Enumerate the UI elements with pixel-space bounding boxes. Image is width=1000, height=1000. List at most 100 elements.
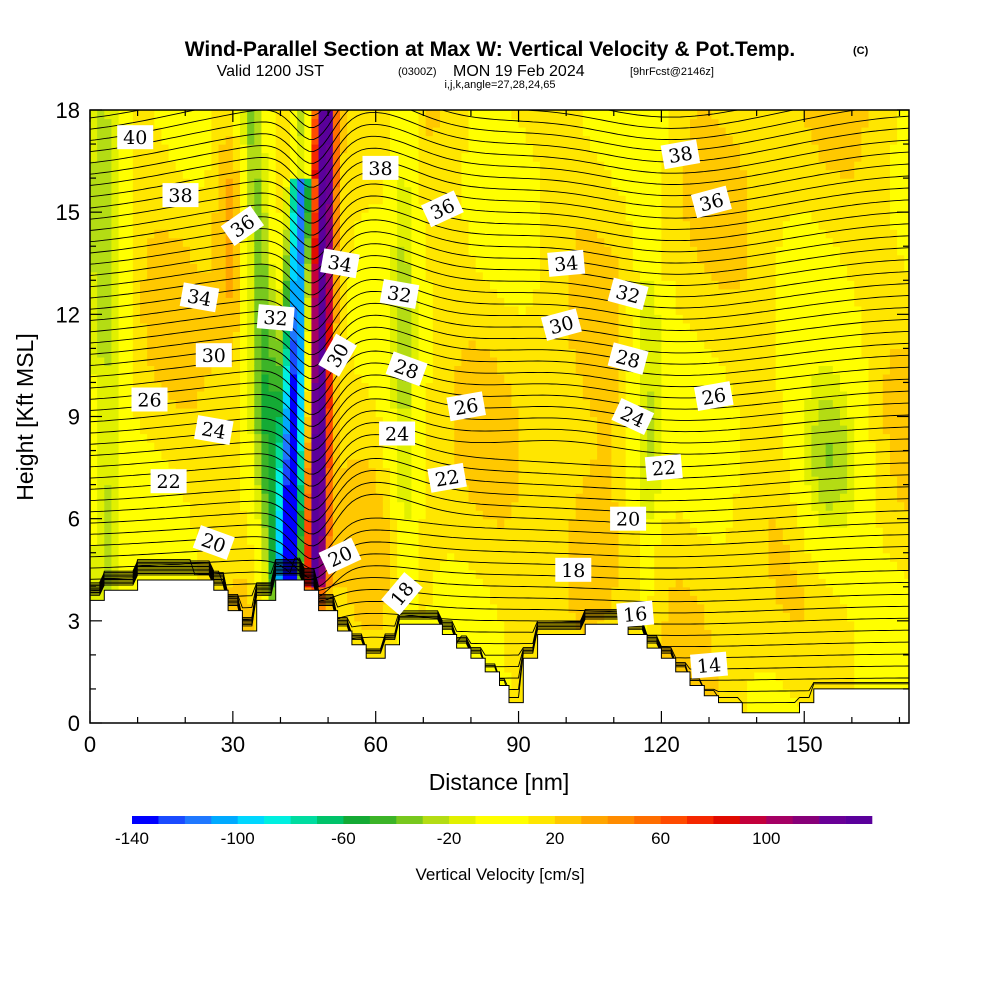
field-cell (489, 535, 498, 545)
field-cell (475, 552, 484, 562)
field-cell (404, 186, 413, 196)
field-cell (461, 271, 470, 281)
field-cell (504, 646, 512, 656)
field-cell (347, 288, 355, 298)
field-cell (318, 297, 327, 307)
field-cell (425, 314, 434, 324)
field-cell (375, 280, 384, 290)
field-cell (375, 390, 384, 401)
field-cell (282, 510, 291, 520)
field-cell (532, 127, 541, 137)
field-cell (332, 297, 341, 307)
field-cell (125, 552, 134, 562)
field-cell (354, 612, 363, 622)
field-cell (247, 382, 255, 392)
field-cell (404, 203, 413, 213)
field-cell (268, 229, 277, 239)
field-cell (382, 442, 391, 452)
field-cell (504, 373, 512, 384)
field-cell (325, 493, 334, 503)
field-cell (247, 510, 255, 520)
field-cell (182, 501, 191, 511)
field-cell (218, 169, 227, 179)
field-cell (261, 425, 270, 435)
field-cell (275, 229, 284, 239)
field-cell (104, 322, 113, 332)
field-cell (118, 297, 127, 307)
field-cell (511, 161, 520, 171)
field-cell (454, 152, 462, 162)
field-cell (297, 399, 305, 409)
field-cell (382, 186, 391, 196)
field-cell (539, 339, 548, 349)
field-cell (568, 603, 577, 613)
field-cell (111, 237, 120, 247)
field-cell (468, 629, 477, 639)
field-cell (511, 220, 520, 230)
field-cell (154, 195, 163, 205)
field-cell (411, 407, 420, 418)
field-cell (175, 297, 184, 307)
field-cell (504, 186, 512, 196)
field-cell (447, 382, 455, 392)
field-cell (211, 118, 220, 128)
field-cell (168, 493, 177, 503)
field-cell (97, 527, 105, 537)
field-cell (454, 433, 462, 443)
field-cell (375, 254, 384, 264)
field-cell (118, 305, 127, 315)
field-cell (447, 527, 455, 537)
field-cell (368, 373, 377, 384)
field-cell (168, 288, 177, 298)
field-cell (311, 271, 320, 281)
field-cell (489, 425, 498, 435)
field-cell (347, 442, 355, 452)
field-cell (111, 135, 120, 145)
field-cell (154, 348, 163, 358)
field-cell (339, 229, 348, 239)
field-cell (189, 433, 198, 443)
field-cell (332, 425, 341, 435)
field-cell (154, 442, 163, 452)
field-cell (275, 127, 284, 137)
field-cell (211, 518, 220, 528)
field-cell (339, 288, 348, 298)
field-cell (261, 476, 270, 486)
field-cell (432, 229, 441, 239)
field-cell (461, 527, 470, 537)
field-cell (147, 246, 155, 256)
field-cell (354, 459, 363, 469)
field-cell (397, 237, 405, 247)
field-cell (432, 169, 441, 179)
field-cell (182, 527, 191, 537)
field-cell (497, 586, 505, 596)
params-line: i,j,k,angle=27,28,24,65 (444, 79, 555, 91)
field-cell (304, 382, 313, 392)
field-cell (161, 373, 170, 384)
field-cell (232, 271, 241, 281)
field-cell (439, 373, 448, 384)
field-cell (261, 127, 270, 137)
field-cell (475, 535, 484, 545)
field-cell (511, 263, 520, 273)
field-cell (439, 169, 448, 179)
field-cell (275, 135, 284, 145)
field-cell (311, 186, 320, 196)
field-cell (268, 110, 277, 120)
field-cell (168, 178, 177, 188)
field-cell (497, 620, 505, 630)
field-cell (268, 348, 277, 358)
field-cell (325, 152, 334, 162)
field-cell (518, 561, 527, 571)
field-cell (104, 501, 113, 511)
field-cell (561, 399, 570, 409)
field-cell (411, 169, 420, 179)
field-cell (232, 518, 241, 528)
field-cell (532, 169, 541, 179)
field-cell (561, 356, 570, 367)
field-cell (475, 586, 484, 596)
field-cell (361, 476, 370, 486)
field-cell (468, 203, 477, 213)
field-cell (154, 569, 163, 579)
field-cell (447, 135, 455, 145)
